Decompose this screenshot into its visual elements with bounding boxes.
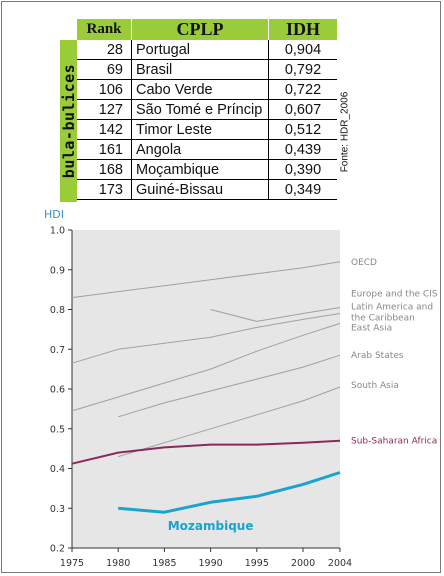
y-tick-label: 0.3 — [50, 504, 65, 515]
table-row: 173 Guiné-Bissau 0,349 — [77, 179, 337, 200]
series-label-latin-america-and-the-caribbean: Latin America and the Caribbean — [351, 302, 433, 323]
y-tick-label: 1.0 — [50, 226, 65, 237]
rank-cell: 173 — [77, 179, 132, 200]
x-tick-label: 2004 — [328, 558, 352, 569]
rank-cell: 142 — [77, 119, 132, 140]
idh-cell: 0,792 — [268, 59, 337, 80]
idh-cell: 0,439 — [268, 139, 337, 160]
x-tick-label: 1995 — [245, 558, 269, 569]
series-line-arab-states — [118, 354, 341, 418]
y-tick-label: 0.7 — [50, 345, 65, 356]
table-row: 168 Moçambique 0,390 — [77, 159, 337, 180]
x-tick-label: 1980 — [106, 558, 130, 569]
country-cell: Angola — [131, 139, 269, 160]
header-country: CPLP — [131, 19, 269, 40]
y-tick-label: 0.6 — [50, 385, 65, 396]
rank-cell: 161 — [77, 139, 132, 160]
table-row: 69 Brasil 0,792 — [77, 59, 337, 80]
mozambique-label: Mozambique — [168, 519, 254, 533]
y-axis-title: HDI — [44, 208, 64, 221]
table-row: 161 Angola 0,439 — [77, 139, 337, 160]
plot-area — [72, 230, 340, 548]
x-tick-label: 2000 — [291, 558, 315, 569]
x-tick-label: 1990 — [199, 558, 223, 569]
series-label-line: Latin America and — [351, 302, 433, 312]
series-line-oecd — [71, 261, 341, 299]
header-idh: IDH — [268, 19, 337, 40]
series-label-line: the Caribbean — [351, 313, 415, 323]
country-cell: Cabo Verde — [131, 79, 269, 100]
country-cell: Brasil — [131, 59, 269, 80]
country-cell: São Tomé e Príncip — [131, 99, 269, 120]
idh-cell: 0,512 — [268, 119, 337, 140]
y-tick-label: 0.8 — [50, 305, 65, 316]
series-line-mozambique — [118, 471, 341, 514]
table-row: 142 Timor Leste 0,512 — [77, 119, 337, 140]
table-row: 127 São Tomé e Príncip 0,607 — [77, 99, 337, 120]
series-label-sub-saharan-africa: Sub-Saharan Africa — [351, 437, 437, 447]
series-line-latin-america-and-the-caribbean — [71, 313, 341, 364]
country-cell: Timor Leste — [131, 119, 269, 140]
idh-cell: 0,349 — [268, 179, 337, 200]
country-cell: Guiné-Bissau — [131, 179, 269, 200]
rank-cell: 28 — [77, 40, 132, 60]
series-label-east-asia: East Asia — [351, 323, 392, 333]
y-tick-label: 0.4 — [50, 464, 65, 475]
series-label-arab-states: Arab States — [351, 351, 404, 361]
series-label-europe-and-the-cis: Europe and the CIS — [351, 290, 438, 300]
series-line-sub-saharan-africa — [71, 439, 341, 465]
country-cell: Portugal — [131, 40, 269, 60]
header-rank: Rank — [77, 19, 132, 40]
brand-bar — [60, 40, 77, 202]
rank-cell: 106 — [77, 79, 132, 100]
y-tick-label: 0.9 — [50, 265, 65, 276]
rank-cell: 69 — [77, 59, 132, 80]
series-line-east-asia — [71, 322, 341, 412]
series-line-europe-and-the-cis — [210, 307, 341, 322]
idh-cell: 0,607 — [268, 99, 337, 120]
table-row: 106 Cabo Verde 0,722 — [77, 79, 337, 100]
cplp-ranking-table: Rank CPLP IDH 28 Portugal 0,904 69 Brasil 0,7… — [77, 19, 337, 200]
rank-cell: 127 — [77, 99, 132, 120]
rank-cell: 168 — [77, 159, 132, 180]
x-tick-label: 1985 — [152, 558, 176, 569]
idh-cell: 0,904 — [268, 40, 337, 60]
y-tick-label: 0.2 — [50, 544, 65, 555]
x-tick-label: 1975 — [60, 558, 84, 569]
series-line-south-asia — [118, 386, 341, 458]
y-tick-label: 0.5 — [50, 424, 65, 435]
table-row: 28 Portugal 0,904 — [77, 40, 337, 60]
idh-cell: 0,390 — [268, 159, 337, 180]
country-cell: Moçambique — [131, 159, 269, 180]
series-label-oecd: OECD — [351, 258, 377, 268]
idh-cell: 0,722 — [268, 79, 337, 100]
series-label-south-asia: South Asia — [351, 381, 399, 391]
table-header-row: Rank CPLP IDH — [77, 19, 337, 40]
